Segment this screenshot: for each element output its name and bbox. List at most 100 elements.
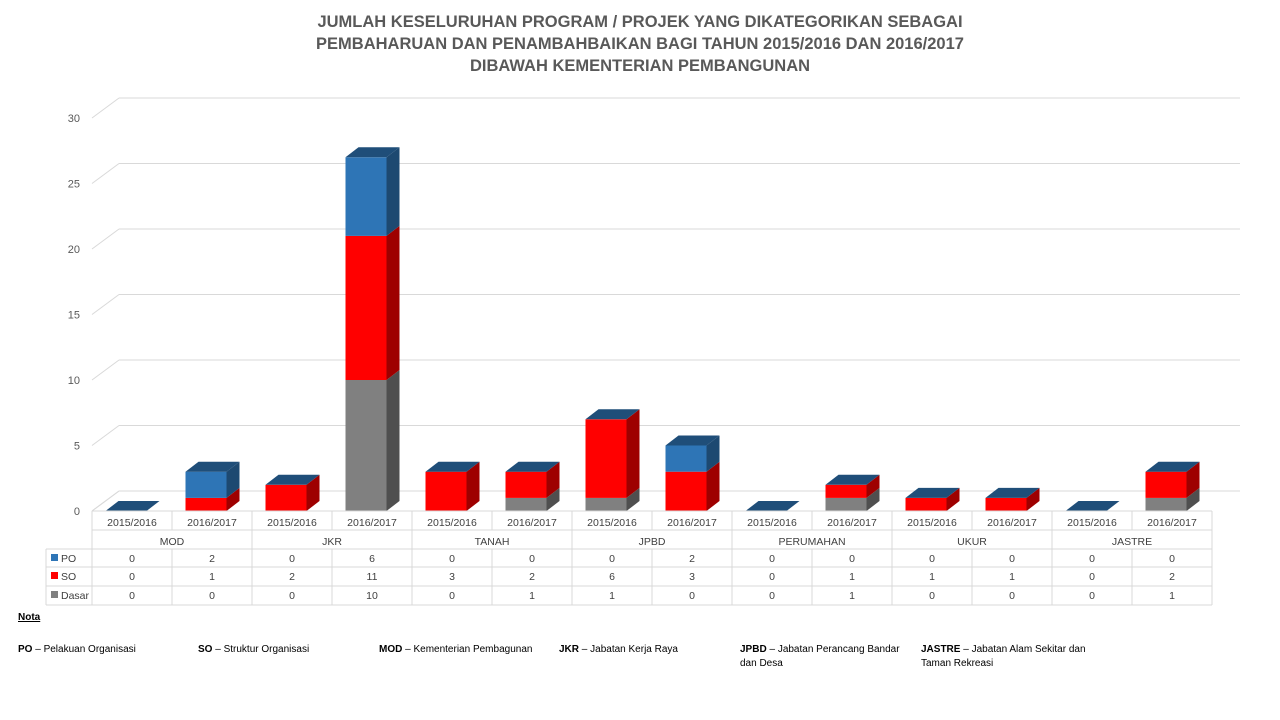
bar-side — [546, 461, 560, 498]
bar-side — [386, 147, 400, 236]
x-tick-label: 2015/2016 — [427, 517, 477, 529]
data-label: 2 — [529, 571, 535, 583]
bar-side — [306, 474, 320, 511]
legend-label: Dasar — [61, 590, 90, 602]
bar-po — [665, 435, 720, 472]
group-label: UKUR — [957, 536, 987, 548]
data-label: 2 — [689, 553, 695, 565]
chart-title: JUMLAH KESELURUHAN PROGRAM / PROJEK YANG… — [0, 11, 1280, 77]
data-label: 0 — [609, 553, 615, 565]
bar-po — [345, 147, 400, 236]
bar-front — [265, 484, 307, 511]
legend-label: SO — [61, 571, 76, 583]
nota-text: Kementerian Pembagunan — [413, 644, 533, 655]
y-tick-label: 25 — [68, 179, 80, 191]
bar-front — [345, 235, 387, 380]
data-label: 0 — [849, 553, 855, 565]
bar-so — [825, 474, 880, 498]
data-label: 0 — [929, 553, 935, 565]
chart-title-line-2: PEMBAHARUAN DAN PENAMBAHBAIKAN BAGI TAHU… — [316, 35, 964, 53]
bar-so — [1145, 461, 1200, 498]
data-label: 11 — [367, 571, 378, 583]
bar-top — [185, 461, 240, 472]
nota-item-so: SO – Struktur Organisasi — [198, 644, 310, 655]
bar-side — [1026, 487, 1040, 511]
bar-so — [585, 409, 640, 498]
bar-side — [626, 487, 640, 511]
data-label: 0 — [449, 590, 455, 602]
bar-po — [185, 461, 240, 498]
data-label: 1 — [609, 590, 615, 602]
data-label: 0 — [1009, 553, 1015, 565]
bar-front — [985, 497, 1027, 511]
bar-side — [546, 487, 560, 511]
legend-key — [51, 591, 58, 598]
group-label: JPBD — [639, 536, 666, 548]
bar-stack — [105, 501, 160, 511]
data-label: 2 — [289, 571, 295, 583]
bar-side — [866, 487, 880, 511]
bar-front — [185, 497, 227, 511]
data-label: 1 — [1009, 571, 1015, 583]
x-tick-label: 2016/2017 — [187, 517, 237, 529]
x-tick-label: 2016/2017 — [827, 517, 877, 529]
bar-front — [1145, 497, 1187, 511]
data-label: 0 — [129, 571, 135, 583]
bar-side — [706, 461, 720, 511]
data-label: 0 — [209, 590, 215, 602]
bar-front — [345, 380, 387, 511]
nota-abbr: PO — [18, 644, 33, 655]
data-table: 2015/2016 2016/2017 2015/2016 2016/2017 2015… — [45, 510, 1213, 606]
bar-stack — [825, 474, 880, 511]
bar-stack — [985, 487, 1040, 511]
nota-heading: Nota — [18, 612, 41, 623]
bar-side — [866, 474, 880, 498]
x-tick-label: 2015/2016 — [1067, 517, 1117, 529]
x-tick-label: 2015/2016 — [107, 517, 157, 529]
bar-top — [105, 501, 160, 511]
nota-text: Jabatan Alam Sekitar dan — [971, 644, 1086, 655]
bar-front — [425, 471, 467, 511]
data-label: 0 — [929, 590, 935, 602]
data-label: 0 — [529, 553, 535, 565]
bar-stack — [185, 461, 240, 511]
bar-front — [185, 471, 227, 498]
bar-top — [1065, 501, 1120, 511]
bar-side — [386, 225, 400, 380]
bar-front — [825, 497, 867, 511]
bar-dasar — [825, 487, 880, 511]
floor-edge — [91, 490, 120, 512]
bar-dasar — [345, 370, 400, 511]
bar-front — [505, 471, 547, 498]
chart-title-line-1: JUMLAH KESELURUHAN PROGRAM / PROJEK YANG… — [317, 13, 963, 31]
bar-front — [585, 497, 627, 511]
bar-dasar — [505, 487, 560, 511]
legend-key — [51, 572, 58, 579]
bar-front — [505, 497, 547, 511]
gridline-depth — [91, 228, 120, 250]
bars — [105, 147, 1200, 511]
gridline-depth — [91, 97, 120, 119]
nota-text: dan Desa — [740, 658, 783, 669]
data-label: 0 — [1089, 571, 1095, 583]
nota-text: Jabatan Kerja Raya — [590, 644, 678, 655]
bar-so — [985, 487, 1040, 511]
bar-stack — [1145, 461, 1200, 511]
bar-stack — [425, 461, 480, 511]
y-tick-label: 10 — [68, 375, 80, 387]
bar-stack — [665, 435, 720, 511]
x-tick-label: 2016/2017 — [507, 517, 557, 529]
bar-top — [425, 461, 480, 472]
data-label: 0 — [129, 553, 135, 565]
bar-front — [665, 445, 707, 472]
bar-side — [946, 487, 960, 511]
bar-so — [185, 487, 240, 511]
bar-top — [825, 474, 880, 485]
bar-side — [706, 435, 720, 472]
bar-front — [665, 471, 707, 511]
nota-abbr: SO — [198, 644, 213, 655]
bar-so — [505, 461, 560, 498]
data-label: 0 — [1089, 553, 1095, 565]
gridline-depth — [91, 294, 120, 315]
data-label: 6 — [369, 553, 375, 565]
